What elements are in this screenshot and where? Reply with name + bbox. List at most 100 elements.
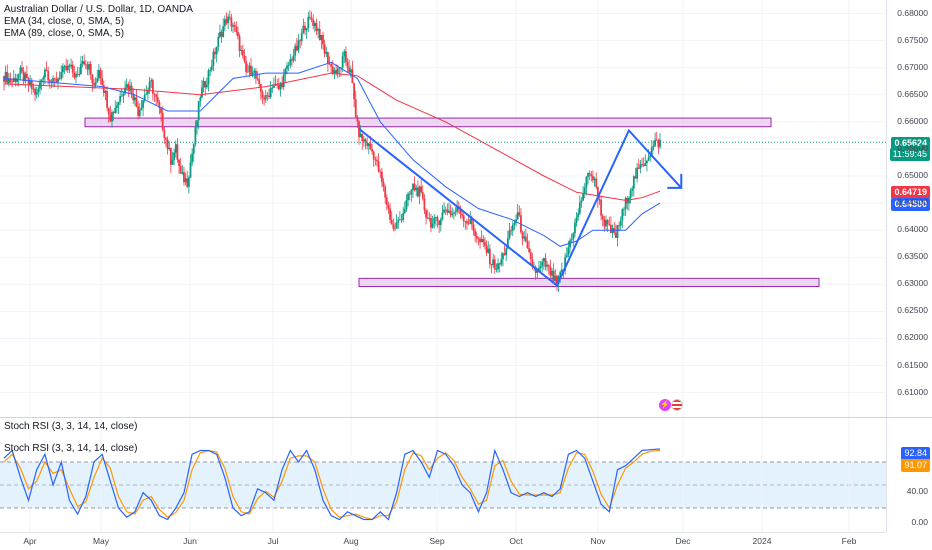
event-icons[interactable]: ⚡ bbox=[659, 399, 685, 413]
candle-body bbox=[426, 217, 429, 219]
candle-body bbox=[475, 236, 478, 239]
candle-body bbox=[122, 93, 125, 96]
lightning-event-icon[interactable]: ⚡ bbox=[659, 399, 671, 411]
candle-body bbox=[86, 64, 89, 70]
candle-body bbox=[387, 204, 390, 209]
candle-body bbox=[109, 114, 112, 122]
candle-body bbox=[8, 78, 10, 84]
candle-body bbox=[394, 228, 396, 230]
candle-body bbox=[299, 40, 301, 42]
pane-divider[interactable] bbox=[0, 417, 932, 418]
candle-body bbox=[397, 219, 400, 223]
candle-body bbox=[531, 259, 534, 268]
candle-body bbox=[605, 220, 607, 227]
candle-body bbox=[624, 197, 627, 209]
candle-body bbox=[34, 88, 36, 95]
candle-body bbox=[124, 87, 126, 94]
candle-body bbox=[93, 83, 95, 85]
candle-body bbox=[251, 72, 254, 75]
candle-body bbox=[588, 173, 591, 175]
candle-body bbox=[634, 176, 637, 179]
candle-body bbox=[430, 217, 432, 228]
candle-body bbox=[27, 78, 30, 85]
candle-body bbox=[169, 147, 172, 165]
us-flag-event-icon[interactable] bbox=[671, 399, 683, 411]
candle-body bbox=[228, 16, 231, 18]
candle-body bbox=[616, 225, 619, 238]
candle-body bbox=[212, 51, 215, 66]
price-tick: 0.62000 bbox=[897, 332, 928, 343]
candle-body bbox=[389, 208, 391, 220]
candle-body bbox=[433, 217, 436, 224]
candle-body bbox=[112, 112, 115, 114]
candle-body bbox=[114, 108, 117, 114]
candle-body bbox=[58, 78, 61, 80]
candle-body bbox=[250, 65, 252, 75]
candle-body bbox=[655, 139, 658, 141]
candle-body bbox=[176, 144, 179, 160]
candle-body bbox=[107, 107, 110, 115]
candle-body bbox=[174, 144, 177, 153]
price-chart[interactable] bbox=[0, 0, 886, 417]
candle-body bbox=[560, 269, 563, 272]
candle-body bbox=[238, 36, 241, 52]
candle-body bbox=[454, 211, 457, 213]
candle-body bbox=[217, 36, 220, 47]
stoch-rsi-pane[interactable]: Stoch RSI (3, 3, 14, 14, close) Stoch RS… bbox=[0, 418, 886, 532]
candle-body bbox=[420, 186, 423, 193]
candle-body bbox=[477, 238, 480, 240]
candle-body bbox=[452, 212, 455, 214]
candle-body bbox=[101, 78, 104, 86]
price-tick: 0.66000 bbox=[897, 115, 928, 126]
candle-body bbox=[258, 79, 261, 85]
ema-slow-price-label: 0.64719 bbox=[891, 186, 930, 199]
stoch-rsi-scale[interactable]: 92.84 91.07 40.00 0.00 bbox=[886, 418, 932, 532]
candle-body bbox=[168, 147, 171, 150]
candle-body bbox=[629, 190, 632, 198]
candle-body bbox=[225, 19, 228, 24]
candle-body bbox=[363, 139, 365, 142]
candle-body bbox=[60, 72, 63, 79]
candle-body bbox=[410, 189, 413, 195]
candle-body bbox=[322, 34, 324, 45]
candle-body bbox=[19, 67, 22, 75]
candle-body bbox=[214, 51, 216, 55]
candle-body bbox=[243, 55, 246, 62]
candle-body bbox=[240, 50, 243, 52]
stoch-k-line bbox=[3, 448, 661, 521]
candle-body bbox=[235, 26, 238, 32]
candle-body bbox=[462, 215, 465, 222]
candle-body bbox=[582, 193, 585, 201]
candle-body bbox=[287, 65, 290, 66]
candle-body bbox=[297, 40, 300, 51]
candle-body bbox=[570, 239, 573, 241]
candle-body bbox=[654, 139, 656, 146]
stoch-rsi-chart[interactable] bbox=[0, 418, 886, 532]
price-chart-pane[interactable]: Australian Dollar / U.S. Dollar, 1D, OAN… bbox=[0, 0, 886, 417]
candle-body bbox=[596, 186, 599, 200]
time-tick: Nov bbox=[590, 536, 606, 546]
price-scale[interactable]: 0.65624 11:59:45 0.64719 0.64500 0.68000… bbox=[886, 0, 932, 417]
candle-body bbox=[259, 84, 262, 92]
candle-body bbox=[361, 133, 364, 142]
candle-body bbox=[379, 171, 382, 173]
candle-body bbox=[346, 61, 349, 68]
candle-body bbox=[91, 74, 94, 84]
time-tick: Apr bbox=[23, 536, 37, 546]
countdown-label: 11:59:45 bbox=[889, 148, 930, 161]
candle-body bbox=[253, 70, 256, 73]
candle-body bbox=[207, 70, 210, 85]
candle-body bbox=[448, 210, 450, 213]
time-axis[interactable]: Apr May Jun Jul Aug Sep Oct Nov Dec 2024 Feb bbox=[0, 532, 886, 550]
candle-body bbox=[223, 19, 226, 27]
candle-body bbox=[47, 70, 50, 81]
candle-body bbox=[196, 120, 198, 127]
candle-body bbox=[76, 74, 79, 75]
candle-body bbox=[120, 95, 123, 97]
candle-body bbox=[115, 105, 118, 109]
candle-body bbox=[485, 245, 488, 253]
candle-body bbox=[317, 29, 319, 31]
candle-body bbox=[488, 248, 491, 265]
candle-body bbox=[26, 73, 28, 79]
candle-body bbox=[578, 202, 581, 214]
